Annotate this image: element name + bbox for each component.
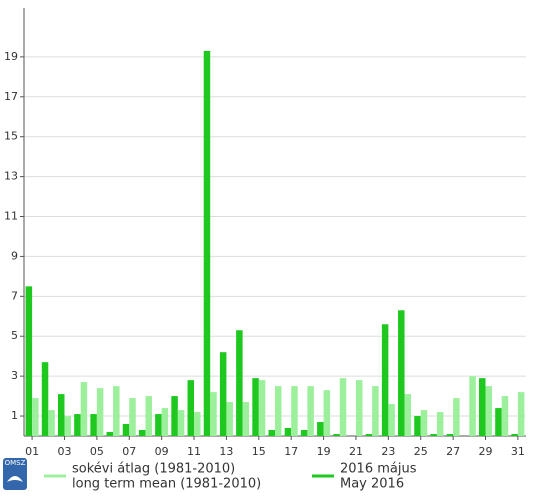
bar <box>74 414 81 436</box>
bar <box>161 408 169 436</box>
bar <box>41 362 49 436</box>
bar <box>365 434 373 436</box>
bar <box>242 402 250 436</box>
bar <box>113 386 120 436</box>
bar <box>32 398 39 436</box>
bar <box>187 380 195 436</box>
bar <box>275 386 282 436</box>
bar <box>57 394 65 436</box>
bar <box>501 396 509 436</box>
x-tick-label: 15 <box>252 445 266 458</box>
bar <box>355 380 363 436</box>
bar <box>122 424 130 436</box>
bar <box>404 394 412 436</box>
logo-wave <box>7 476 23 482</box>
x-tick-label: 19 <box>317 445 331 458</box>
bar <box>372 386 379 436</box>
bar <box>323 390 331 436</box>
bar <box>495 408 502 436</box>
x-tick-label: 25 <box>414 445 428 458</box>
legend-label: long term mean (1981-2010) <box>72 477 261 492</box>
y-tick-label: 19 <box>4 50 18 63</box>
legend-label: May 2016 <box>340 477 404 492</box>
y-tick-label: 1 <box>11 409 18 422</box>
bar <box>317 422 324 436</box>
bar <box>155 414 162 436</box>
x-tick-label: 31 <box>511 445 525 458</box>
bar <box>48 410 55 436</box>
bar <box>236 330 243 436</box>
logo-text: OMSZ <box>5 459 26 467</box>
x-tick-label: 13 <box>219 445 233 458</box>
x-tick-label: 01 <box>25 445 39 458</box>
bar <box>511 434 518 436</box>
legend-label: sokévi átlag (1981-2010) <box>72 462 235 477</box>
y-tick-label: 17 <box>4 90 18 103</box>
bar <box>291 386 298 436</box>
x-tick-label: 21 <box>349 445 363 458</box>
y-tick-label: 3 <box>11 369 18 382</box>
bar <box>210 392 217 436</box>
bar <box>25 286 33 436</box>
bar <box>517 392 525 436</box>
bar <box>258 380 266 436</box>
bar <box>145 396 152 436</box>
bar <box>381 324 389 436</box>
y-tick-label: 5 <box>11 329 18 342</box>
x-tick-label: 23 <box>381 445 395 458</box>
x-tick-label: 07 <box>122 445 136 458</box>
bar <box>398 310 405 436</box>
y-tick-label: 9 <box>11 249 18 262</box>
bar <box>64 416 71 436</box>
x-tick-label: 29 <box>479 445 493 458</box>
bar <box>80 382 88 436</box>
bar <box>333 434 340 436</box>
bar <box>138 430 146 436</box>
bar <box>171 396 178 436</box>
bar <box>479 378 486 436</box>
x-tick-label: 03 <box>57 445 71 458</box>
bar <box>453 398 460 436</box>
x-tick-label: 11 <box>187 445 201 458</box>
x-tick-label: 05 <box>90 445 104 458</box>
bar <box>414 416 421 436</box>
bar <box>307 386 314 436</box>
bar <box>430 434 437 436</box>
bar <box>268 430 275 436</box>
bar <box>446 434 454 436</box>
bar <box>420 410 428 436</box>
bar <box>226 402 233 436</box>
bar <box>469 376 476 436</box>
y-tick-label: 7 <box>11 289 18 302</box>
x-tick-label: 09 <box>155 445 169 458</box>
x-tick-label: 27 <box>446 445 460 458</box>
bar <box>388 404 395 436</box>
logo-badge <box>3 458 27 490</box>
bar <box>339 378 347 436</box>
bar <box>106 432 114 436</box>
bar <box>129 398 136 436</box>
y-tick-label: 13 <box>4 170 18 183</box>
bar <box>284 428 292 436</box>
x-tick-label: 17 <box>284 445 298 458</box>
bar <box>300 430 308 436</box>
bar <box>219 352 227 436</box>
bar <box>436 412 444 436</box>
bar <box>203 50 211 436</box>
bar <box>252 378 259 436</box>
y-tick-label: 15 <box>4 130 18 143</box>
legend-label: 2016 május <box>340 462 417 477</box>
bar <box>194 412 201 436</box>
y-tick-label: 11 <box>4 210 18 223</box>
bar <box>177 410 185 436</box>
bar <box>96 388 104 436</box>
bar <box>90 414 97 436</box>
bar <box>485 386 493 436</box>
